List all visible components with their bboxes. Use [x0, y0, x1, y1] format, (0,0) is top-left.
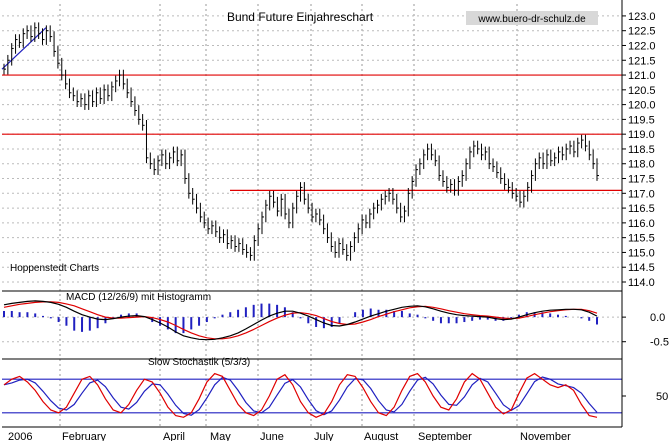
macd-label: MACD (12/26/9) mit Histogramm [66, 292, 211, 303]
macd-line [3, 300, 598, 341]
source-label: Hoppenstedt Charts [10, 263, 99, 274]
price-tick-label: 121.0 [628, 70, 656, 82]
month-label: November [520, 431, 571, 441]
price-tick-label: 123.0 [628, 11, 656, 23]
month-label: September [418, 431, 472, 441]
price-tick-label: 115.5 [628, 233, 655, 245]
price-tick-label: 119.5 [628, 114, 655, 126]
macd-tick-label: 0.0 [650, 312, 665, 324]
price-tick-label: 117.0 [628, 188, 655, 200]
price-tick-label: 120.0 [628, 100, 656, 112]
price-tick-label: 115.0 [628, 247, 655, 259]
stoch-tick-label: 50 [656, 391, 668, 403]
watermark: www.buero-dr-schulz.de [477, 14, 586, 25]
price-tick-label: 114.0 [628, 277, 655, 289]
price-tick-label: 116.5 [628, 203, 655, 215]
stochastic-panel [2, 372, 622, 418]
price-tick-label: 118.0 [628, 159, 655, 171]
price-tick-label: 119.0 [628, 129, 655, 141]
month-label: May [210, 431, 231, 441]
stoch-label: Slow Stochastik (5/3/3) [148, 357, 250, 368]
watermark-box [466, 11, 598, 25]
labels: Bund Future Einjahreschart www.buero-dr-… [10, 10, 598, 368]
price-tick-label: 122.0 [628, 40, 656, 52]
month-label: June [260, 431, 284, 441]
price-tick-label: 117.5 [628, 174, 655, 186]
chart-title: Bund Future Einjahreschart [227, 10, 374, 24]
month-label: August [364, 431, 398, 441]
price-tick-label: 114.5 [628, 262, 655, 274]
stoch-d-line [3, 376, 598, 416]
month-label: 2006 [8, 431, 32, 441]
price-tick-label: 120.5 [628, 85, 656, 97]
macd-tick-label: -0.5 [650, 337, 669, 349]
month-label: July [314, 431, 334, 441]
price-tick-label: 116.0 [628, 218, 655, 230]
price-tick-label: 122.5 [628, 26, 656, 38]
price-bars [3, 22, 599, 261]
stoch-k-line [3, 372, 598, 418]
month-label: February [62, 431, 107, 441]
month-label: April [163, 431, 185, 441]
macd-panel [2, 300, 622, 343]
price-tick-label: 118.5 [628, 144, 655, 156]
price-tick-label: 121.5 [628, 55, 656, 67]
